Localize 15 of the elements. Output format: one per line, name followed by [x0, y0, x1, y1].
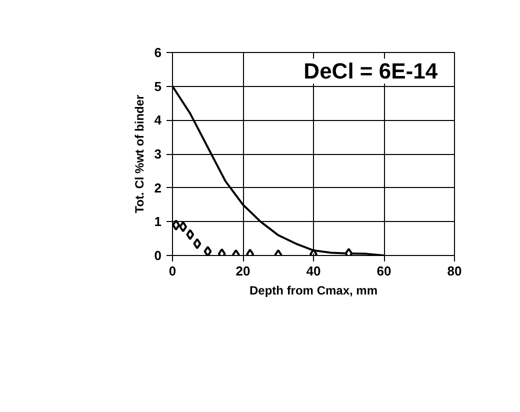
x-tick-label: 60 [376, 264, 392, 278]
y-axis-title: Tot. Cl %wt of binder [132, 94, 146, 214]
y-tick-label: 0 [154, 248, 162, 263]
x-axis-title: Depth from Cmax, mm [249, 284, 378, 298]
y-tick-label: 3 [154, 146, 162, 162]
x-tick-label: 0 [168, 264, 176, 278]
x-tick-label: 20 [236, 264, 250, 278]
y-tick-label: 4 [154, 112, 162, 128]
annotation: DeCl = 6E-14 [304, 58, 438, 84]
y-tick-label: 5 [154, 78, 162, 94]
x-tick-label: 80 [447, 264, 462, 278]
x-tick-label: 40 [306, 264, 321, 278]
y-tick-label: 1 [154, 214, 162, 230]
y-tick-label: 2 [154, 180, 162, 196]
y-tick-label: 6 [154, 45, 162, 60]
